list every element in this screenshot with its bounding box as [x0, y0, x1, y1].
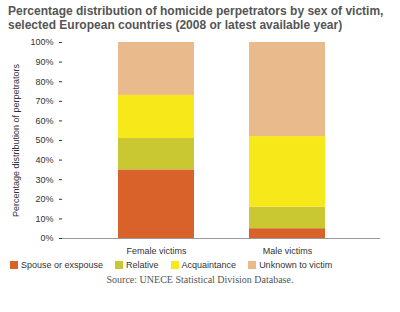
html-text:Spouse or exspouse: Spouse or exspouse: [21, 260, 104, 270]
svg-text:50%: 50%: [35, 135, 53, 145]
svg-text:80%: 80%: [35, 77, 53, 87]
svg-text:Percentage distribution of per: Percentage distribution of perpetrators: [11, 63, 21, 217]
svg-text:Male victims: Male victims: [263, 246, 313, 256]
svg-text:Female victims: Female victims: [126, 246, 187, 256]
html-text:Source: UNECE Statistical Divi: Source: UNECE Statistical Division Datab…: [106, 274, 294, 285]
html-text:Percentage distribution of hom: Percentage distribution of homicide perp…: [8, 4, 384, 32]
html-text:Unknown to victim: Unknown to victim: [259, 260, 333, 270]
svg-text:30%: 30%: [35, 175, 53, 185]
svg-text:60%: 60%: [35, 116, 53, 126]
html-text:Acquaintance: Acquaintance: [181, 260, 237, 270]
svg-text:10%: 10%: [35, 214, 53, 224]
svg-text:0%: 0%: [40, 233, 53, 243]
svg-text:70%: 70%: [35, 96, 53, 106]
html-text:Relative: Relative: [126, 260, 159, 270]
svg-text:20%: 20%: [35, 194, 53, 204]
svg-text:100%: 100%: [30, 37, 53, 47]
svg-text:40%: 40%: [35, 155, 53, 165]
svg-text:90%: 90%: [35, 57, 53, 67]
